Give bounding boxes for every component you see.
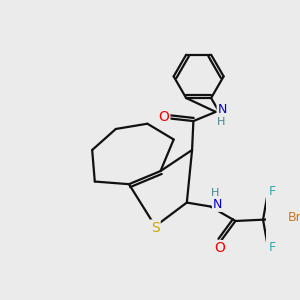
Text: H: H — [217, 117, 226, 127]
Text: F: F — [269, 241, 276, 254]
Text: S: S — [151, 220, 160, 235]
Text: O: O — [214, 241, 225, 255]
Text: N: N — [218, 103, 227, 116]
Text: Br: Br — [288, 211, 300, 224]
Text: H: H — [211, 188, 219, 198]
Text: O: O — [158, 110, 169, 124]
Text: F: F — [269, 185, 276, 198]
Text: N: N — [213, 198, 222, 211]
